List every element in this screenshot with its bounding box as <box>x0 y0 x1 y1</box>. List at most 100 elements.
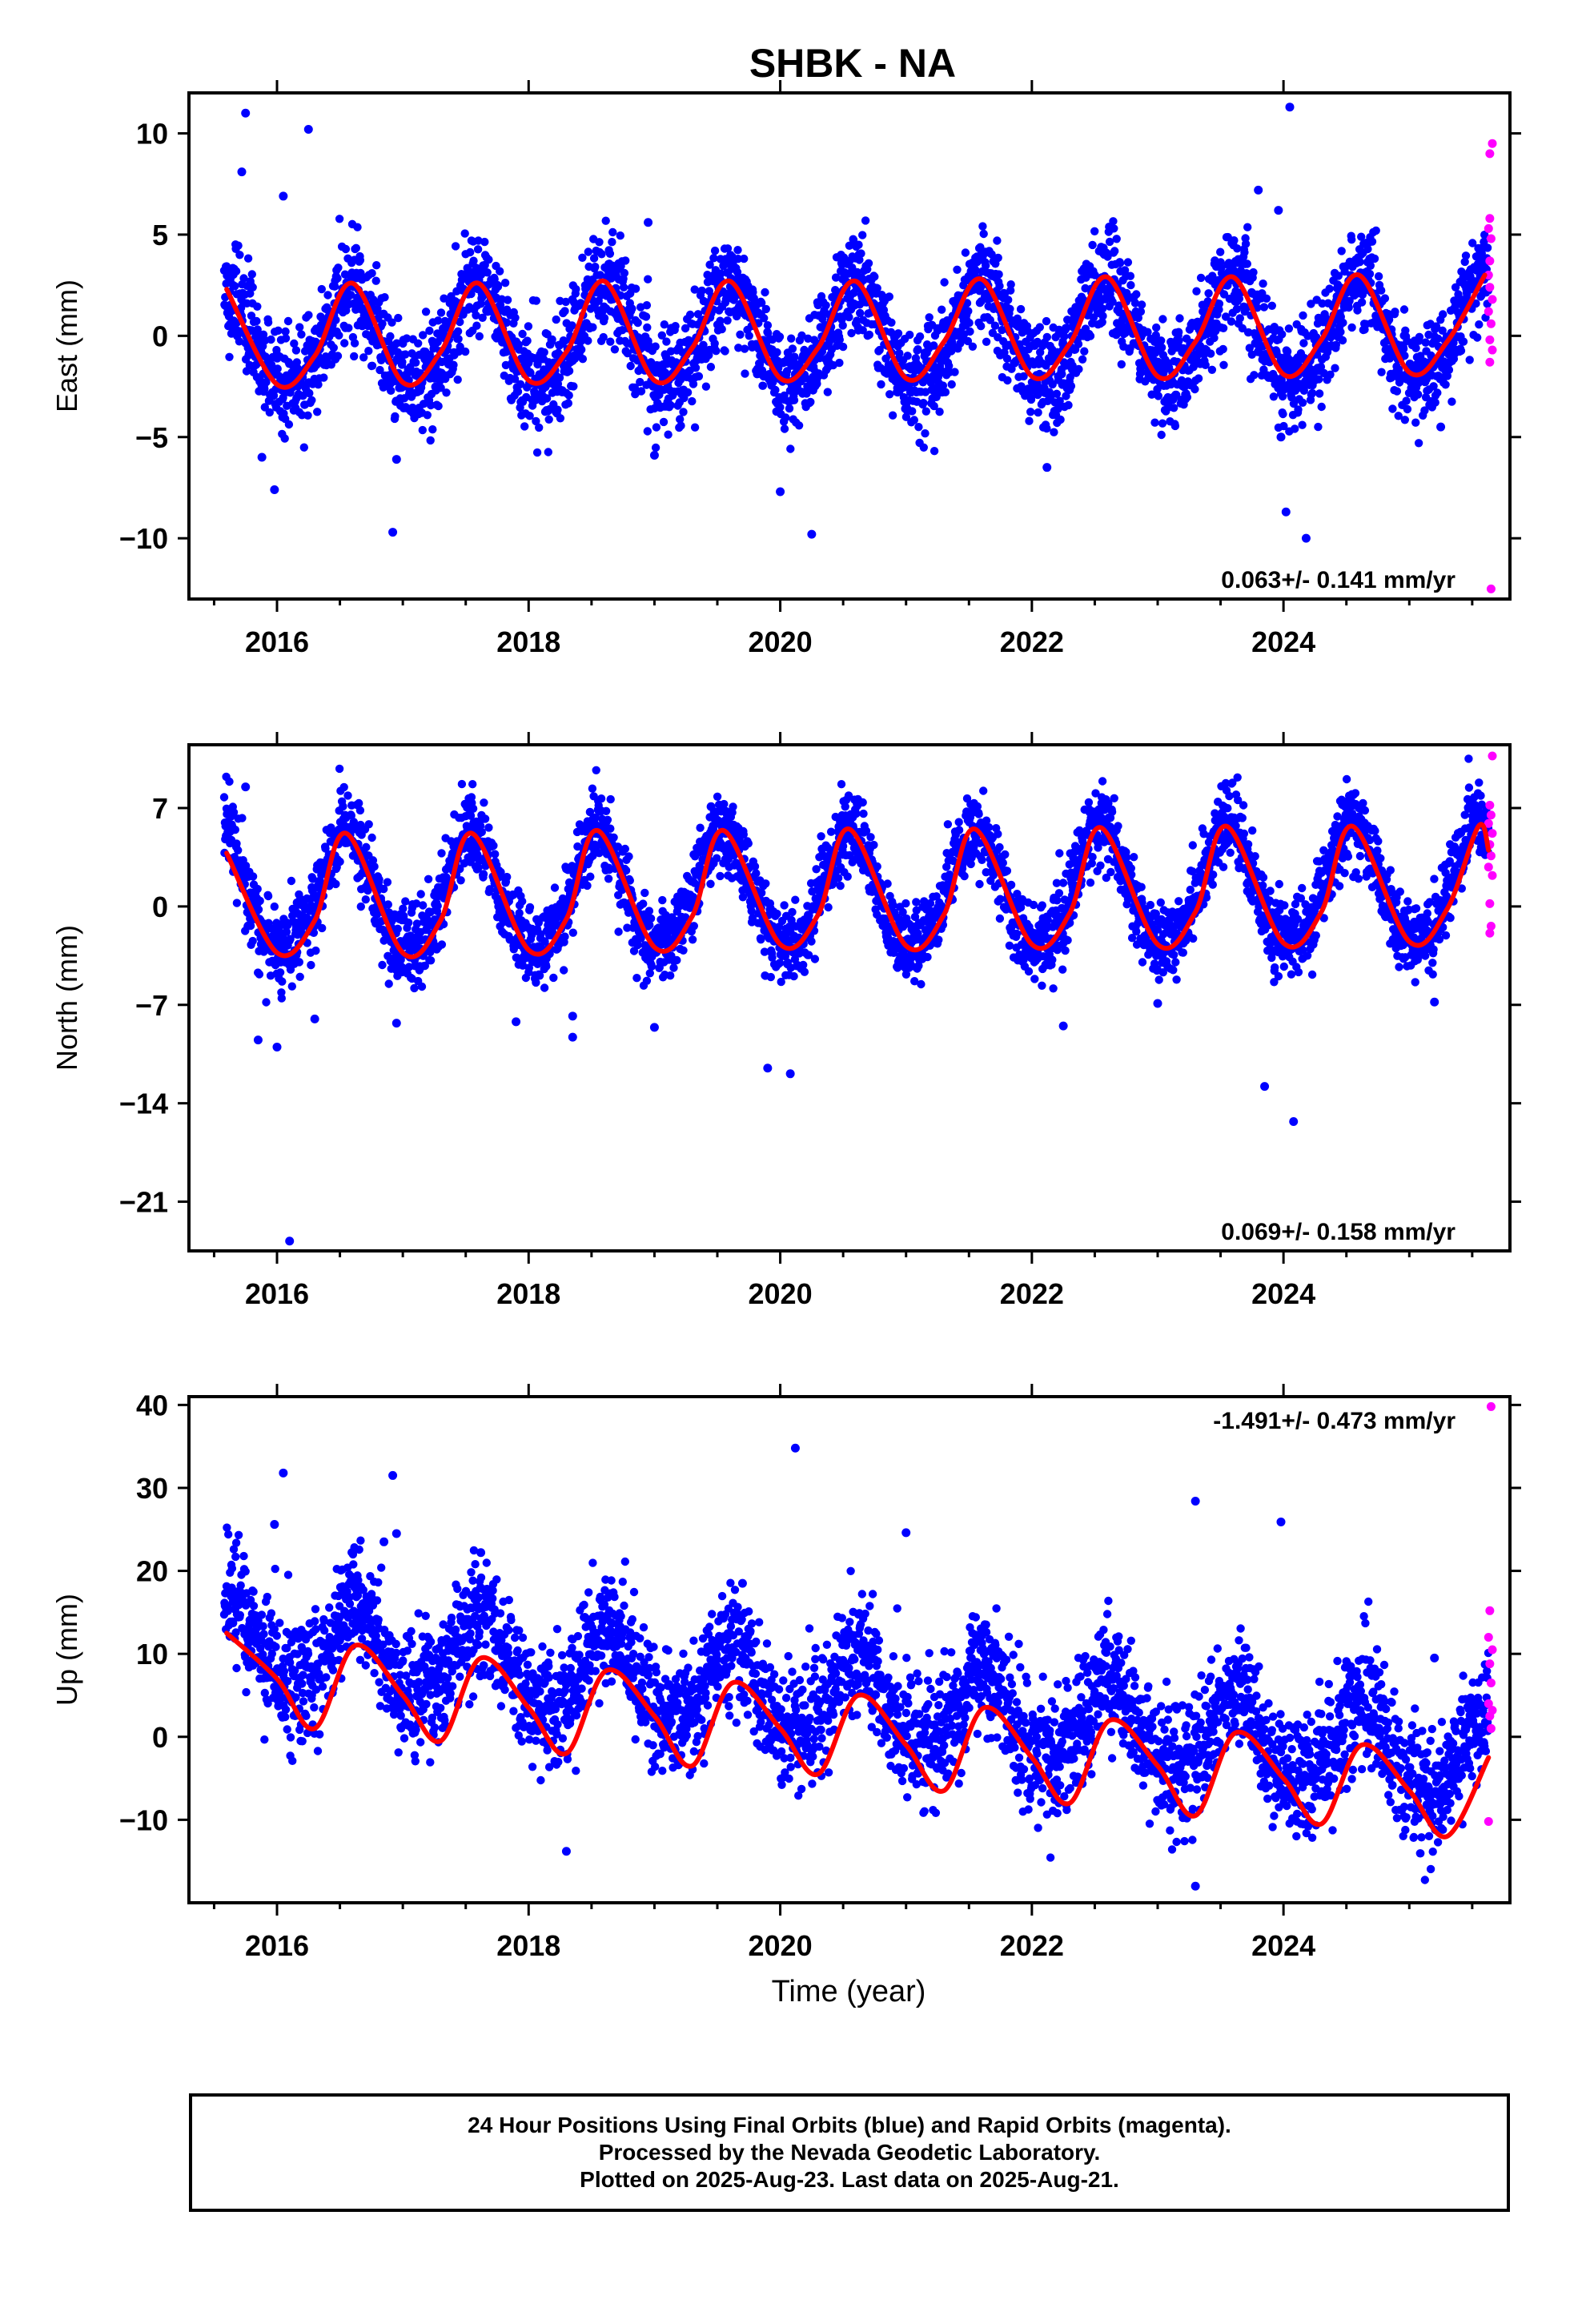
east-rapid-orbit-point <box>1488 139 1497 148</box>
north-outlier-point <box>391 1019 401 1028</box>
east-outlier-point <box>1042 463 1052 472</box>
north-outlier-point <box>785 1069 795 1079</box>
north-outlier-point <box>310 1014 319 1023</box>
up-outlier-point <box>270 1520 279 1530</box>
up-outlier-point <box>790 1443 800 1453</box>
north-panel: −21 −14 −7 0 7 2016 2018 2020 2022 2024 North (mm)… <box>50 732 1521 1310</box>
north-rapid-orbit-point <box>1485 928 1495 938</box>
up-y-tick-label: 40 <box>136 1389 168 1421</box>
east-outlier-point <box>1274 206 1283 215</box>
north-rapid-orbit-point <box>1484 862 1493 872</box>
north-outlier-point <box>1058 1021 1068 1031</box>
east-outlier-point <box>1436 422 1446 432</box>
footer-caption: 24 Hour Positions Using Final Orbits (bl… <box>189 2093 1510 2212</box>
east-y-tick-label: −10 <box>119 522 168 555</box>
north-x-tick-label: 2020 <box>749 1277 813 1310</box>
east-outlier-point <box>270 485 279 494</box>
up-x-tick-label: 2018 <box>496 1929 560 1962</box>
east-outlier-point <box>1301 533 1311 543</box>
north-x-tick-label: 2024 <box>1251 1277 1315 1310</box>
east-x-tick-label: 2024 <box>1251 625 1315 658</box>
north-outlier-point <box>706 802 716 811</box>
north-rapid-orbit-point <box>1486 921 1496 931</box>
up-rapid-orbit-point <box>1484 1816 1493 1826</box>
east-outlier-point <box>241 108 251 118</box>
north-rapid-orbit-point <box>1488 829 1497 838</box>
east-outlier-point <box>391 455 401 464</box>
up-outlier-point <box>391 1529 401 1538</box>
up-outlier-point <box>1191 1497 1200 1506</box>
up-outlier-point <box>1430 1653 1439 1663</box>
north-y-tick-label: −7 <box>135 989 168 1022</box>
east-x-tick-label: 2022 <box>1000 625 1064 658</box>
up-x-tick-label: 2020 <box>749 1929 813 1962</box>
up-rapid-orbit-point <box>1485 1711 1495 1721</box>
north-rapid-orbit-point <box>1485 800 1495 810</box>
north-outlier-point <box>649 1023 659 1032</box>
east-x-tick-label: 2016 <box>245 625 309 658</box>
east-rapid-orbit-point <box>1484 223 1493 233</box>
east-x-tick-label: 2020 <box>749 625 813 658</box>
north-outlier-point <box>285 1236 295 1246</box>
north-rapid-orbit-point <box>1488 751 1497 761</box>
up-y-tick-label: 20 <box>136 1555 168 1588</box>
east-rate-label: 0.063+/- 0.141 mm/yr <box>1221 567 1456 593</box>
up-outlier-point <box>388 1470 398 1480</box>
east-rapid-orbit-point <box>1488 345 1497 355</box>
north-y-tick-label: 7 <box>152 792 168 825</box>
east-rapid-orbit-point <box>1484 307 1493 316</box>
east-y-tick-label: 10 <box>136 118 168 151</box>
north-y-tick-label: −21 <box>119 1186 168 1219</box>
north-x-tick-label: 2016 <box>245 1277 309 1310</box>
east-outlier-point <box>1285 103 1295 112</box>
east-outlier-point <box>1254 185 1263 195</box>
east-y-tick-label: 0 <box>152 320 168 352</box>
north-rapid-orbit-point <box>1486 810 1496 820</box>
up-x-tick-label: 2016 <box>245 1929 309 1962</box>
east-fit-curve <box>224 272 1488 390</box>
north-outlier-point <box>568 1011 577 1021</box>
north-y-tick-label: −14 <box>119 1088 168 1120</box>
north-outlier-point <box>272 1042 282 1051</box>
east-final-orbit-points <box>219 215 1493 457</box>
east-outlier-point <box>1281 507 1291 517</box>
east-rapid-orbit-point <box>1488 295 1497 304</box>
up-plot-frame <box>187 1395 1512 1904</box>
north-outlier-point <box>253 1035 263 1045</box>
up-rapid-orbit-point <box>1485 1659 1495 1669</box>
up-x-tick-label: 2022 <box>1000 1929 1064 1962</box>
east-rapid-orbit-point <box>1485 335 1495 344</box>
east-outlier-point <box>807 529 817 539</box>
east-outlier-point <box>649 451 659 460</box>
east-rapid-orbit-point <box>1484 271 1493 280</box>
east-rapid-orbit-point <box>1485 256 1495 266</box>
east-y-tick-label: −5 <box>135 421 168 454</box>
north-x-tick-label: 2022 <box>1000 1277 1064 1310</box>
north-rapid-orbit-point <box>1488 870 1497 880</box>
east-outlier-point <box>303 125 313 135</box>
up-rapid-orbit-point <box>1486 1678 1496 1687</box>
footer-line-3: Plotted on 2025-Aug-23. Last data on 202… <box>580 2167 1119 2192</box>
north-rate-label: 0.069+/- 0.158 mm/yr <box>1221 1219 1456 1245</box>
north-rapid-orbit-point <box>1484 818 1493 828</box>
up-outlier-point <box>379 1537 389 1546</box>
north-outlier-point <box>1289 1116 1299 1126</box>
up-fit-curve <box>224 1630 1492 1839</box>
up-rate-label: -1.491+/- 0.473 mm/yr <box>1213 1408 1456 1434</box>
east-outlier-point <box>644 218 653 227</box>
north-outlier-point <box>763 1063 773 1073</box>
north-outlier-point <box>1430 997 1439 1007</box>
east-rapid-orbit-point <box>1486 234 1496 243</box>
east-rapid-orbit-point <box>1485 283 1495 292</box>
footer-line-1: 24 Hour Positions Using Final Orbits (bl… <box>468 2113 1231 2137</box>
north-x-tick-label: 2018 <box>496 1277 560 1310</box>
north-plot-frame <box>187 743 1512 1252</box>
up-rapid-orbit-point <box>1486 1723 1496 1733</box>
east-x-tick-label: 2018 <box>496 625 560 658</box>
east-outlier-point <box>257 452 267 462</box>
north-outlier-point <box>1260 1082 1270 1092</box>
up-y-tick-label: 30 <box>136 1472 168 1505</box>
east-rapid-orbit-point <box>1485 149 1495 159</box>
east-rapid-orbit-point <box>1486 584 1496 593</box>
